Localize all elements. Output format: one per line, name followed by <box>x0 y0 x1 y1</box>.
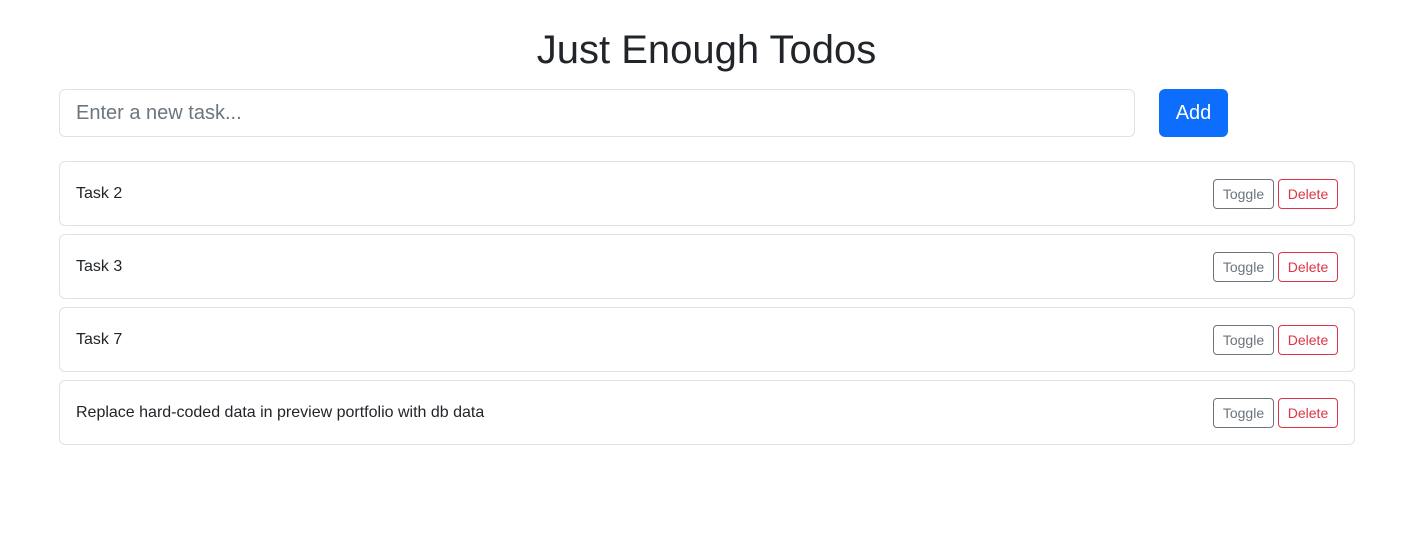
delete-button[interactable]: Delete <box>1278 325 1338 355</box>
add-task-button[interactable]: Add <box>1159 89 1228 137</box>
new-task-form: Add <box>59 89 1228 137</box>
todo-item-actions: Toggle Delete <box>1213 325 1338 355</box>
page-title: Just Enough Todos <box>536 28 877 72</box>
toggle-button[interactable]: Toggle <box>1213 325 1274 355</box>
todo-list: Task 2 Toggle Delete Task 3 Toggle Delet… <box>59 161 1355 453</box>
todo-item: Task 3 Toggle Delete <box>59 234 1355 299</box>
new-task-input[interactable] <box>59 89 1135 137</box>
todo-item-text: Task 7 <box>76 331 123 348</box>
todo-item-actions: Toggle Delete <box>1213 398 1338 428</box>
todo-item-text: Replace hard-coded data in preview portf… <box>76 404 485 421</box>
delete-button[interactable]: Delete <box>1278 398 1338 428</box>
toggle-button[interactable]: Toggle <box>1213 398 1274 428</box>
toggle-button[interactable]: Toggle <box>1213 179 1274 209</box>
todo-item: Replace hard-coded data in preview portf… <box>59 380 1355 445</box>
todo-item-actions: Toggle Delete <box>1213 179 1338 209</box>
delete-button[interactable]: Delete <box>1278 252 1338 282</box>
todo-item-text: Task 2 <box>76 185 123 202</box>
todo-item: Task 7 Toggle Delete <box>59 307 1355 372</box>
todo-item-text: Task 3 <box>76 258 123 275</box>
todo-item: Task 2 Toggle Delete <box>59 161 1355 226</box>
toggle-button[interactable]: Toggle <box>1213 252 1274 282</box>
todo-item-actions: Toggle Delete <box>1213 252 1338 282</box>
delete-button[interactable]: Delete <box>1278 179 1338 209</box>
